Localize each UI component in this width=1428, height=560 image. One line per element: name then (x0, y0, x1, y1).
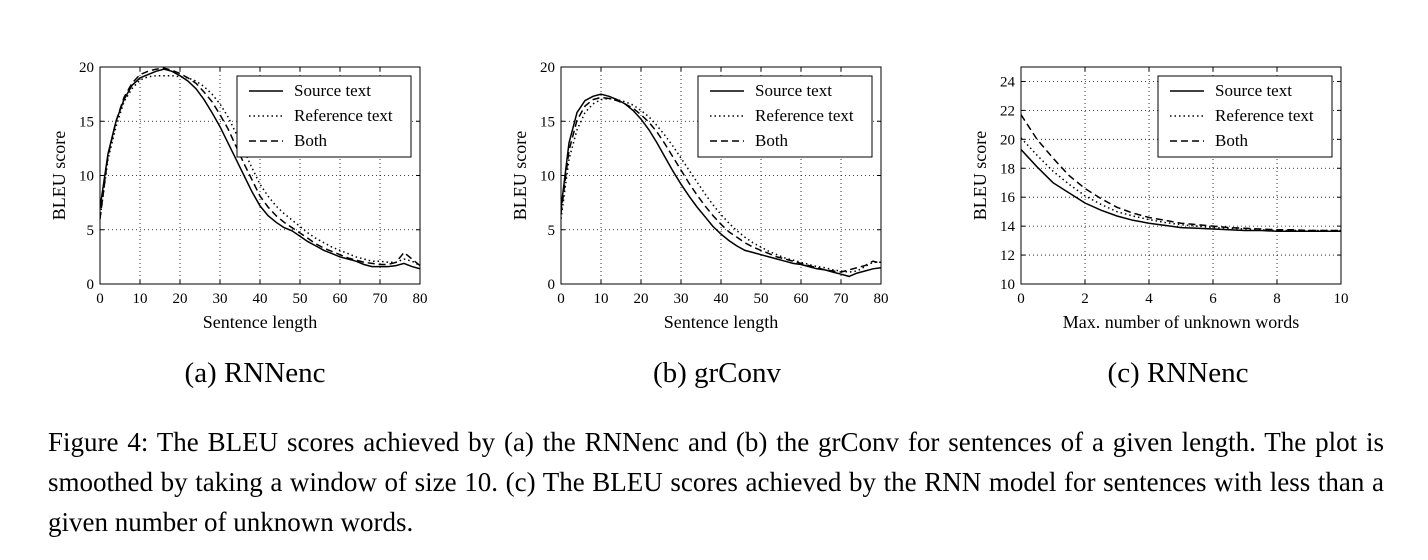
y-tick-label: 5 (548, 223, 556, 239)
y-tick-label: 10 (1000, 277, 1015, 293)
legend-label-1: Reference text (294, 106, 393, 125)
x-axis-label: Sentence length (203, 312, 317, 332)
x-tick-label: 80 (874, 291, 889, 307)
x-tick-label: 2 (1081, 291, 1089, 307)
y-tick-label: 22 (1000, 103, 1015, 119)
subcaption-a: (a) RNNenc (184, 357, 326, 389)
x-tick-label: 10 (133, 291, 148, 307)
legend-label-0: Source text (1215, 81, 1292, 100)
x-tick-label: 30 (674, 291, 689, 307)
y-tick-label: 15 (540, 114, 555, 130)
subcaption-b: (b) grConv (652, 357, 782, 389)
chart-panel-1: 0 10 20 30 40 50 60 70 80 0 5 10 15 20 Sentence length… (510, 60, 889, 332)
x-tick-label: 10 (1334, 291, 1349, 307)
legend-box (697, 75, 873, 158)
plot-frame (1020, 66, 1342, 285)
y-tick-label: 0 (548, 277, 556, 293)
x-tick-label: 60 (333, 291, 348, 307)
x-tick-label: 0 (557, 291, 565, 307)
y-tick-label: 10 (79, 169, 94, 185)
y-tick-label: 10 (540, 169, 555, 185)
y-axis-label: BLEU score (970, 131, 990, 220)
legend-label-2: Both (1215, 131, 1249, 150)
x-tick-label: 20 (173, 291, 188, 307)
x-tick-label: 6 (1209, 291, 1217, 307)
series-line-1 (1021, 137, 1341, 232)
legend-label-1: Reference text (1215, 106, 1314, 125)
legend-label-0: Source text (294, 81, 371, 100)
series-line-2 (100, 67, 420, 267)
legend-box (236, 75, 412, 158)
x-tick-label: 70 (834, 291, 849, 307)
y-tick-label: 24 (1000, 74, 1016, 90)
y-tick-label: 18 (1000, 161, 1015, 177)
x-tick-label: 0 (1017, 291, 1025, 307)
x-tick-label: 40 (714, 291, 729, 307)
figure-caption: Figure 4: The BLEU scores achieved by (a… (48, 427, 1384, 537)
x-tick-label: 50 (293, 291, 308, 307)
legend-label-2: Both (755, 131, 789, 150)
legend-label-0: Source text (755, 81, 832, 100)
x-tick-label: 20 (634, 291, 649, 307)
y-tick-label: 20 (540, 60, 555, 76)
subcaption-c: (c) RNNenc (1107, 357, 1249, 389)
y-axis-label: BLEU score (49, 131, 69, 220)
legend-box (1157, 75, 1333, 158)
y-axis-label: BLEU score (510, 131, 530, 220)
series-line-2 (561, 96, 881, 273)
series-line-0 (1021, 148, 1341, 232)
x-tick-label: 0 (96, 291, 104, 307)
y-tick-label: 15 (79, 114, 94, 130)
chart-panel-0: 0 10 20 30 40 50 60 70 80 0 5 10 15 20 Sentence length… (49, 60, 428, 332)
y-tick-label: 12 (1000, 248, 1015, 264)
y-tick-label: 14 (1000, 219, 1016, 235)
y-tick-label: 5 (87, 223, 95, 239)
y-tick-label: 20 (1000, 132, 1015, 148)
y-tick-label: 16 (1000, 190, 1016, 206)
x-tick-label: 50 (754, 291, 769, 307)
x-tick-label: 30 (213, 291, 228, 307)
x-tick-label: 60 (794, 291, 809, 307)
series-line-2 (1021, 114, 1341, 232)
x-tick-label: 8 (1273, 291, 1281, 307)
x-axis-label: Sentence length (664, 312, 778, 332)
x-tick-label: 80 (413, 291, 428, 307)
x-tick-label: 70 (373, 291, 388, 307)
legend-label-1: Reference text (755, 106, 854, 125)
x-tick-label: 10 (594, 291, 609, 307)
y-tick-label: 20 (79, 60, 94, 76)
series-line-0 (100, 68, 420, 270)
legend-label-2: Both (294, 131, 328, 150)
series-line-0 (561, 93, 881, 278)
x-axis-label: Max. number of unknown words (1063, 312, 1299, 332)
x-tick-label: 40 (253, 291, 268, 307)
x-tick-label: 4 (1145, 291, 1153, 307)
y-tick-label: 0 (87, 277, 95, 293)
